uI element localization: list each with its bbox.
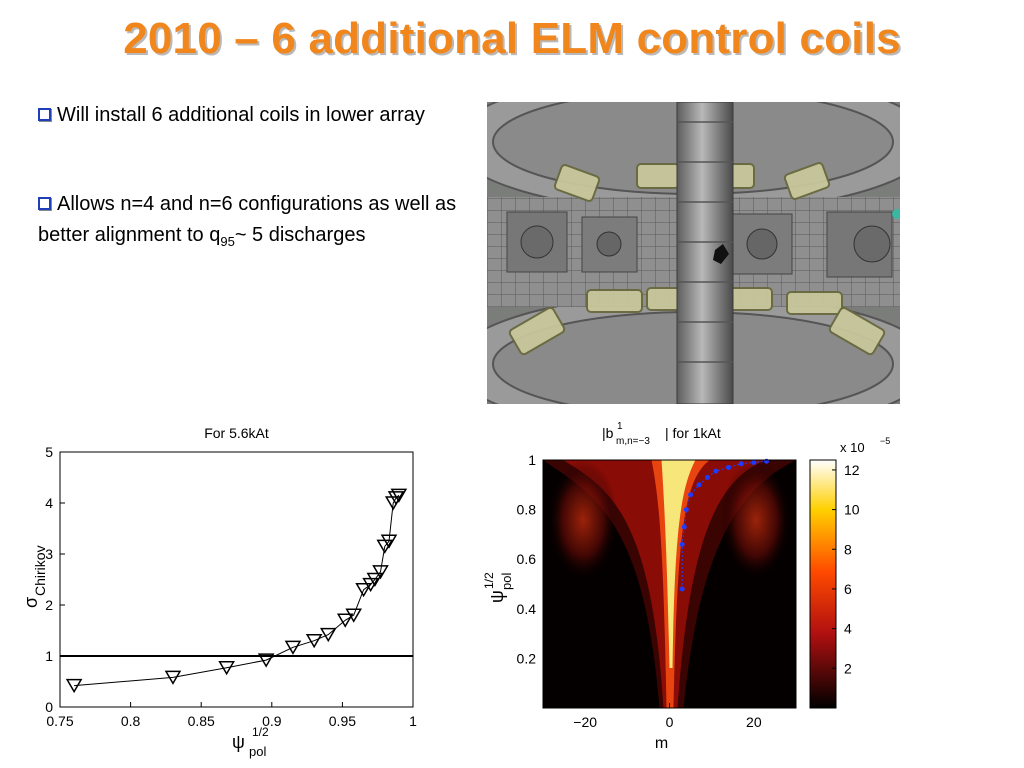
chart-title-sup: 1 — [617, 421, 623, 432]
resonance-marker — [679, 541, 685, 547]
data-point — [305, 633, 323, 649]
x-tick-label: 0.9 — [262, 713, 282, 729]
heatmap-peak — [661, 460, 696, 668]
resonance-marker — [704, 474, 710, 480]
heatmap-side-lobe-left — [548, 460, 618, 580]
y-tick-label: 4 — [45, 495, 53, 511]
x-axis-label-sub: pol — [249, 744, 266, 759]
y-tick-label: 2 — [45, 597, 53, 613]
data-point — [164, 670, 182, 685]
data-point — [336, 613, 354, 628]
colorbar-multiplier-exp: −5 — [880, 436, 890, 446]
y-tick-label: 5 — [45, 444, 53, 460]
x-tick-label: 20 — [746, 714, 762, 730]
tokamak-interior-image — [487, 102, 900, 404]
mode-spectrum-heatmap: −20 0 200.20.40.60.81|b 1m,n=−3| for 1kAtmψ… — [482, 421, 890, 752]
data-point — [345, 608, 363, 623]
x-axis-label-sup: 1/2 — [252, 725, 269, 739]
colorbar-tick-label: 2 — [844, 660, 852, 676]
resonance-marker — [713, 468, 719, 474]
colorbar-tick-label: 10 — [844, 502, 860, 518]
x-tick-label: 0.95 — [329, 713, 356, 729]
colorbar-tick-label: 8 — [844, 541, 852, 557]
colorbar — [809, 459, 837, 709]
checkbox-bullet-icon — [38, 108, 51, 121]
bullet-text-post: ~ 5 discharges — [234, 224, 366, 246]
data-point — [257, 653, 275, 668]
colorbar-tick-label: 4 — [844, 621, 852, 637]
bullet-text: Will install 6 additional coils in lower… — [57, 104, 425, 126]
y-axis-label-sub: pol — [499, 573, 514, 590]
data-point — [372, 565, 389, 580]
y-axis-label-sub: Chirikov — [32, 545, 48, 596]
x-tick-label: 0.8 — [121, 713, 141, 729]
chart-title-pre: |b — [602, 425, 614, 441]
resonance-marker — [681, 524, 687, 530]
plot-frame — [59, 451, 414, 708]
colorbar-multiplier: x 10 — [840, 440, 865, 455]
data-point — [380, 534, 398, 549]
x-axis-label: m — [655, 735, 668, 752]
x-tick-label: 0.85 — [188, 713, 215, 729]
x-axis-label: ψ — [232, 732, 245, 752]
data-point — [65, 678, 83, 694]
resonance-marker — [738, 461, 744, 467]
x-tick-label: 1 — [409, 713, 417, 729]
bullet-item-configurations: Allows n=4 and n=6 configurations as wel… — [38, 189, 458, 257]
data-point — [284, 640, 302, 655]
resonance-marker — [679, 586, 685, 592]
slide-title: 2010 – 6 additional ELM control coils — [123, 14, 901, 63]
x-tick-label: 0.75 — [46, 713, 73, 729]
chart-title: For 5.6kAt — [204, 425, 269, 441]
x-tick-label: 0 — [666, 714, 674, 730]
y-tick-label: 0.6 — [517, 551, 537, 567]
y-tick-label: 0.2 — [517, 650, 537, 666]
data-point — [355, 582, 372, 598]
resonance-marker — [751, 459, 757, 465]
y-tick-label: 3 — [45, 546, 53, 562]
y-axis-label-sup: 1/2 — [482, 572, 496, 589]
checkbox-bullet-icon — [38, 197, 51, 210]
y-axis-label: ψ1/2 pol — [482, 572, 514, 603]
y-tick-label: 0.4 — [517, 601, 537, 617]
heatmap-side-lobe-right — [721, 460, 791, 580]
resonance-marker — [683, 507, 689, 513]
series-line — [74, 494, 400, 687]
resonance-line — [681, 460, 767, 589]
chirikov-chart: For 5.6kAt 0.75 0.8 0.85 0.9 0.95 1 0 1 2 3 4 5 ψ 1/2 p… — [21, 425, 417, 759]
bullet-subscript: 95 — [220, 234, 235, 249]
bullet-item-coils: Will install 6 additional coils in lower… — [38, 100, 458, 131]
y-tick-label: 0.8 — [517, 502, 537, 518]
y-tick-label: 1 — [528, 452, 536, 468]
bullet-list: Will install 6 additional coils in lower… — [38, 100, 458, 257]
resonance-marker — [688, 492, 694, 498]
y-tick-label: 0 — [45, 699, 53, 715]
y-axis-label-symbol: σ — [21, 597, 41, 608]
data-point — [390, 488, 408, 503]
resonance-marker — [763, 458, 769, 464]
heatmap-body — [543, 460, 796, 708]
resonance-marker — [726, 464, 732, 470]
data-point — [218, 660, 235, 676]
y-axis-label-symbol: ψ — [487, 590, 507, 603]
chart-title-post: | for 1kAt — [665, 425, 721, 441]
data-point — [387, 491, 405, 506]
colorbar-tick-label: 12 — [844, 462, 860, 478]
colorbar-tick-label: 6 — [844, 581, 852, 597]
resonance-marker — [696, 482, 702, 488]
chart-title-sub: m,n=−3 — [616, 436, 650, 447]
x-tick-label: −20 — [573, 714, 597, 730]
y-tick-label: 1 — [45, 648, 53, 664]
data-point — [319, 627, 337, 643]
chart-title: |b 1 m,n=−3 | for 1kAt — [602, 421, 721, 447]
bullet-text-pre: Allows n=4 and n=6 configurations as wel… — [38, 193, 457, 246]
data-point — [366, 572, 384, 587]
